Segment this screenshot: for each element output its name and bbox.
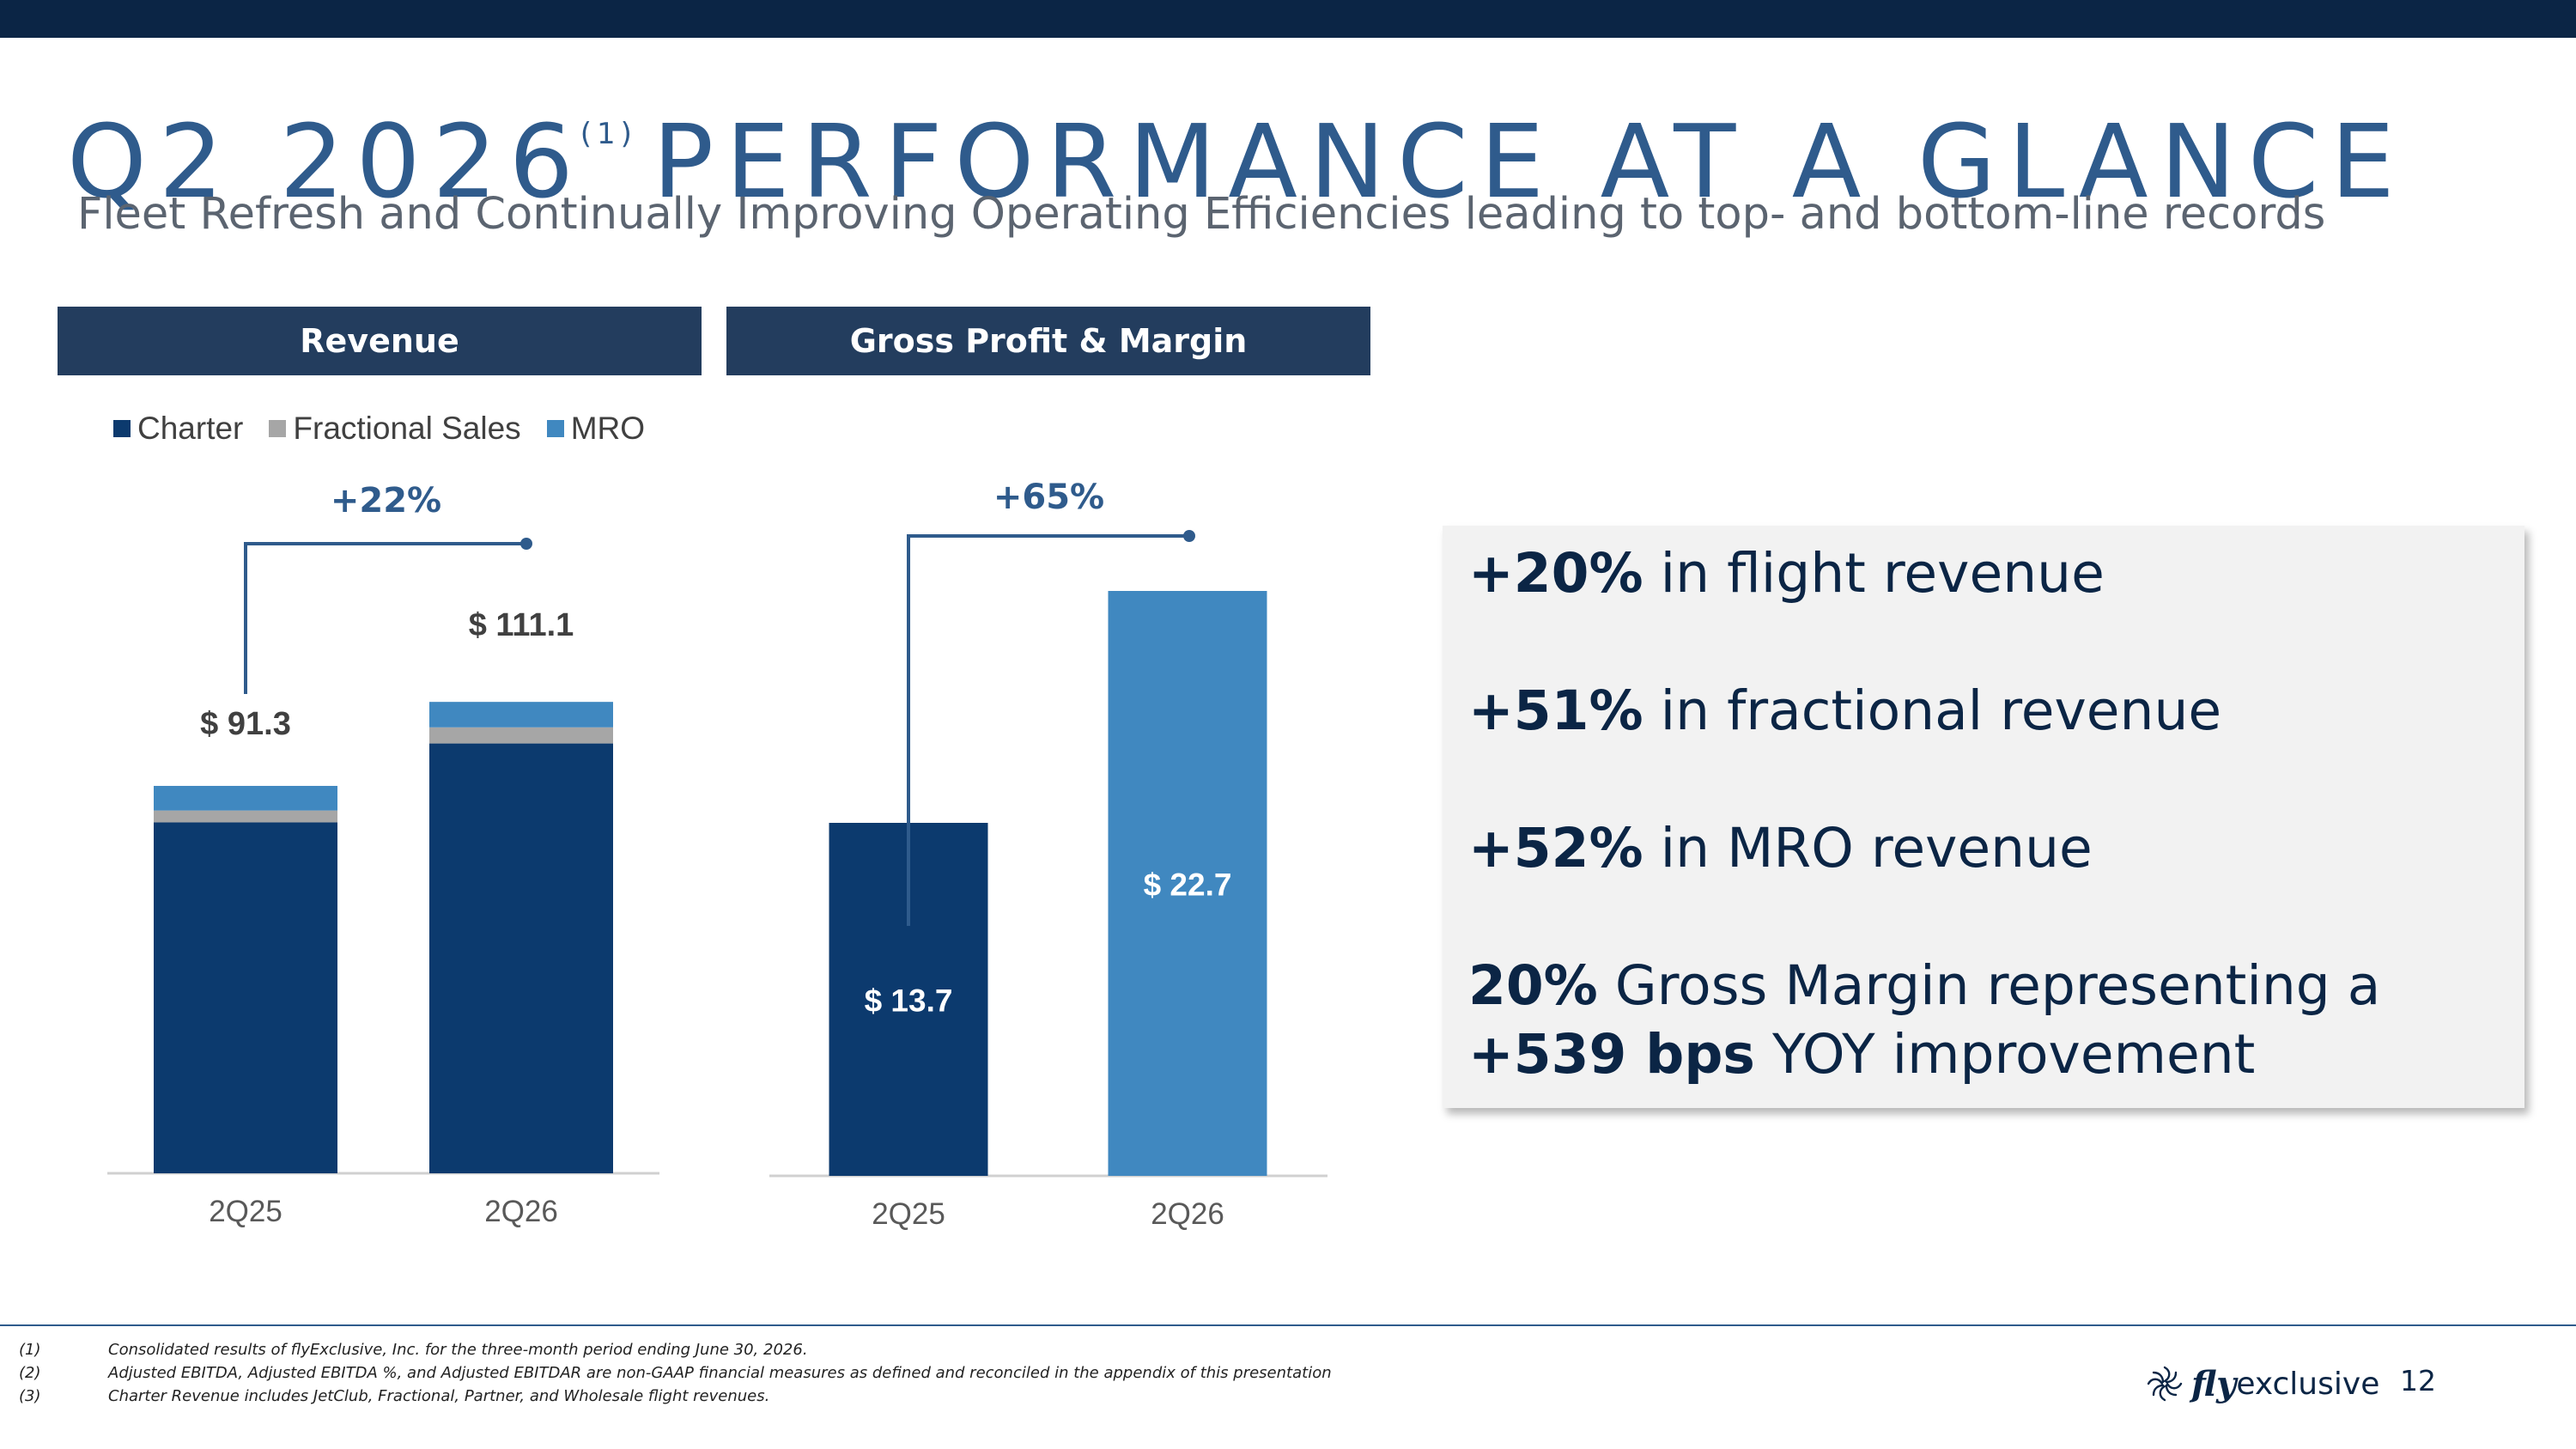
legend-label-charter: Charter xyxy=(137,411,244,446)
callout-fractional-text: in fractional revenue xyxy=(1643,679,2222,742)
callout-line-mro: +52% in MRO revenue xyxy=(1468,814,2093,883)
footnote-2: (2) Adjusted EBITDA, Adjusted EBITDA %, a… xyxy=(19,1361,1332,1385)
title-main: Q2 2026 xyxy=(67,102,586,221)
callout-margin-text: Gross Margin representing a xyxy=(1597,954,2381,1017)
top-banner xyxy=(0,0,2576,38)
gross-profit-panel-header: Gross Profit & Margin xyxy=(726,307,1370,375)
callout-flight-value: +20% xyxy=(1468,542,1643,605)
page-number: 12 xyxy=(2400,1364,2436,1397)
revenue-tick-label-2q25: 2Q25 xyxy=(209,1195,283,1228)
footnote-3-text: Charter Revenue includes JetClub, Fracti… xyxy=(108,1387,770,1405)
revenue-total-label-2q25: $ 91.3 xyxy=(200,706,291,742)
legend-swatch-fractional-sales xyxy=(269,420,287,437)
revenue-growth-connector-dot xyxy=(520,538,532,550)
revenue-legend: Charter Fractional Sales MRO xyxy=(113,409,645,448)
callout-bps-text: YOY improvement xyxy=(1754,1023,2256,1086)
callout-mro-value: +52% xyxy=(1468,817,1643,880)
page-subtitle: Fleet Refresh and Continually Improving … xyxy=(77,189,2326,240)
gross-profit-growth-connector-dot xyxy=(1183,530,1195,542)
footer-divider xyxy=(0,1324,2576,1326)
callout-margin-value: 20% xyxy=(1468,954,1598,1017)
callout-line-bps: +539 bps YOY improvement xyxy=(1468,1020,2255,1089)
legend-swatch-charter xyxy=(113,420,131,437)
gross-profit-bar-2q26 xyxy=(1108,591,1267,1176)
revenue-bar-charter-2q26 xyxy=(429,743,613,1173)
revenue-bar-charter-2q25 xyxy=(154,822,337,1173)
callout-mro-text: in MRO revenue xyxy=(1643,817,2093,880)
revenue-total-label-2q26: $ 111.1 xyxy=(469,607,574,643)
footnote-3-number: (3) xyxy=(19,1387,41,1405)
gross-profit-growth-label: +65% xyxy=(993,478,1104,517)
gross-profit-growth-connector xyxy=(907,534,1189,926)
footnote-1-number: (1) xyxy=(19,1341,41,1359)
revenue-bar-fractional-sales-2q25 xyxy=(154,810,337,823)
legend-label-fractional-sales: Fractional Sales xyxy=(293,411,521,446)
logo-text-exclusive: exclusive xyxy=(2236,1366,2380,1402)
footnotes: (1) Consolidated results of flyExclusive,… xyxy=(19,1338,1332,1408)
gross-profit-value-label-2q25: $ 13.7 xyxy=(865,983,953,1019)
revenue-bar-mro-2q25 xyxy=(154,785,337,811)
footnote-1-text: Consolidated results of flyExclusive, In… xyxy=(108,1341,808,1359)
gross-profit-tick-label-2q25: 2Q25 xyxy=(872,1197,945,1231)
legend-item-fractional-sales: Fractional Sales xyxy=(269,411,521,447)
legend-item-mro: MRO xyxy=(546,411,646,447)
title-footnote-ref: (1) xyxy=(580,117,637,151)
footnote-2-number: (2) xyxy=(19,1364,41,1382)
callout-fractional-value: +51% xyxy=(1468,679,1643,742)
callout-line-margin: 20% Gross Margin representing a xyxy=(1468,952,2380,1020)
footnote-2-text: Adjusted EBITDA, Adjusted EBITDA %, and … xyxy=(108,1364,1332,1382)
footnote-1: (1) Consolidated results of flyExclusive,… xyxy=(19,1338,1332,1361)
highlights-callout: +20% in flight revenue +51% in fractiona… xyxy=(1443,526,2524,1108)
revenue-tick-label-2q26: 2Q26 xyxy=(484,1195,558,1228)
callout-bps-value: +539 bps xyxy=(1468,1023,1755,1086)
flyexclusive-logo: fly exclusive xyxy=(2145,1362,2379,1405)
footnote-3: (3) Charter Revenue includes JetClub, Fra… xyxy=(19,1385,1332,1408)
logo-text-fly: fly xyxy=(2191,1363,2237,1404)
title-rest: PERFORMANCE AT A GLANCE xyxy=(652,102,2407,221)
gross-profit-value-label-2q26: $ 22.7 xyxy=(1144,868,1232,903)
callout-line-fractional: +51% in fractional revenue xyxy=(1468,677,2221,746)
legend-label-mro: MRO xyxy=(570,411,646,446)
legend-swatch-mro xyxy=(546,420,564,437)
legend-item-charter: Charter xyxy=(113,411,243,447)
page-title: Q2 2026(1) PERFORMANCE AT A GLANCE xyxy=(67,74,2407,222)
callout-line-flight: +20% in flight revenue xyxy=(1468,539,2105,608)
revenue-panel-header: Revenue xyxy=(58,307,702,375)
revenue-bar-mro-2q26 xyxy=(429,702,613,728)
revenue-growth-connector xyxy=(244,542,526,694)
revenue-growth-label: +22% xyxy=(331,481,441,521)
revenue-bar-fractional-sales-2q26 xyxy=(429,727,613,744)
flyexclusive-logo-icon xyxy=(2147,1366,2183,1402)
callout-flight-text: in flight revenue xyxy=(1643,542,2105,605)
gross-profit-tick-label-2q26: 2Q26 xyxy=(1151,1197,1224,1231)
